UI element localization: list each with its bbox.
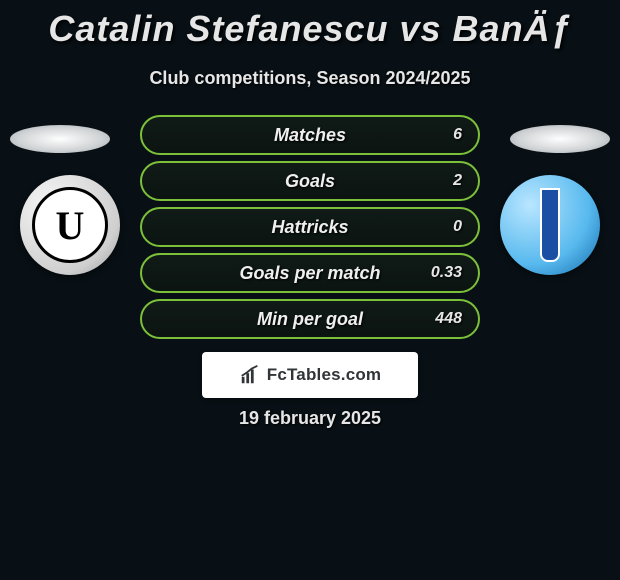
stat-row: Goals 2 bbox=[140, 161, 480, 201]
subtitle: Club competitions, Season 2024/2025 bbox=[0, 68, 620, 89]
bar-chart-icon bbox=[239, 364, 261, 386]
team-crest-left-letter: U bbox=[32, 187, 108, 263]
stat-pill: Hattricks 0 bbox=[140, 207, 480, 247]
stat-value: 448 bbox=[435, 310, 462, 328]
stat-pill: Min per goal 448 bbox=[140, 299, 480, 339]
stat-row: Matches 6 bbox=[140, 115, 480, 155]
stat-value: 0.33 bbox=[431, 264, 462, 282]
left-platform-disc bbox=[10, 125, 110, 153]
stat-value: 0 bbox=[453, 218, 462, 236]
date-label: 19 february 2025 bbox=[0, 408, 620, 429]
stat-row: Goals per match 0.33 bbox=[140, 253, 480, 293]
stat-value: 2 bbox=[453, 172, 462, 190]
page-title: Catalin Stefanescu vs BanÄƒ bbox=[0, 0, 620, 50]
team-crest-right bbox=[500, 175, 600, 275]
team-crest-right-stripe bbox=[540, 188, 560, 262]
team-crest-left: U bbox=[20, 175, 120, 275]
stats-list: Matches 6 Goals 2 Hattricks 0 Goals per … bbox=[140, 115, 480, 345]
stat-label: Matches bbox=[274, 125, 346, 146]
stat-label: Goals bbox=[285, 171, 335, 192]
stat-row: Min per goal 448 bbox=[140, 299, 480, 339]
stat-label: Hattricks bbox=[271, 217, 348, 238]
stat-label: Goals per match bbox=[239, 263, 380, 284]
right-platform-disc bbox=[510, 125, 610, 153]
stat-pill: Goals 2 bbox=[140, 161, 480, 201]
brand-badge: FcTables.com bbox=[202, 352, 418, 398]
brand-text: FcTables.com bbox=[267, 365, 382, 385]
stat-pill: Matches 6 bbox=[140, 115, 480, 155]
comparison-card: Catalin Stefanescu vs BanÄƒ Club competi… bbox=[0, 0, 620, 580]
stat-pill: Goals per match 0.33 bbox=[140, 253, 480, 293]
stat-label: Min per goal bbox=[257, 309, 363, 330]
stat-value: 6 bbox=[453, 126, 462, 144]
stat-row: Hattricks 0 bbox=[140, 207, 480, 247]
